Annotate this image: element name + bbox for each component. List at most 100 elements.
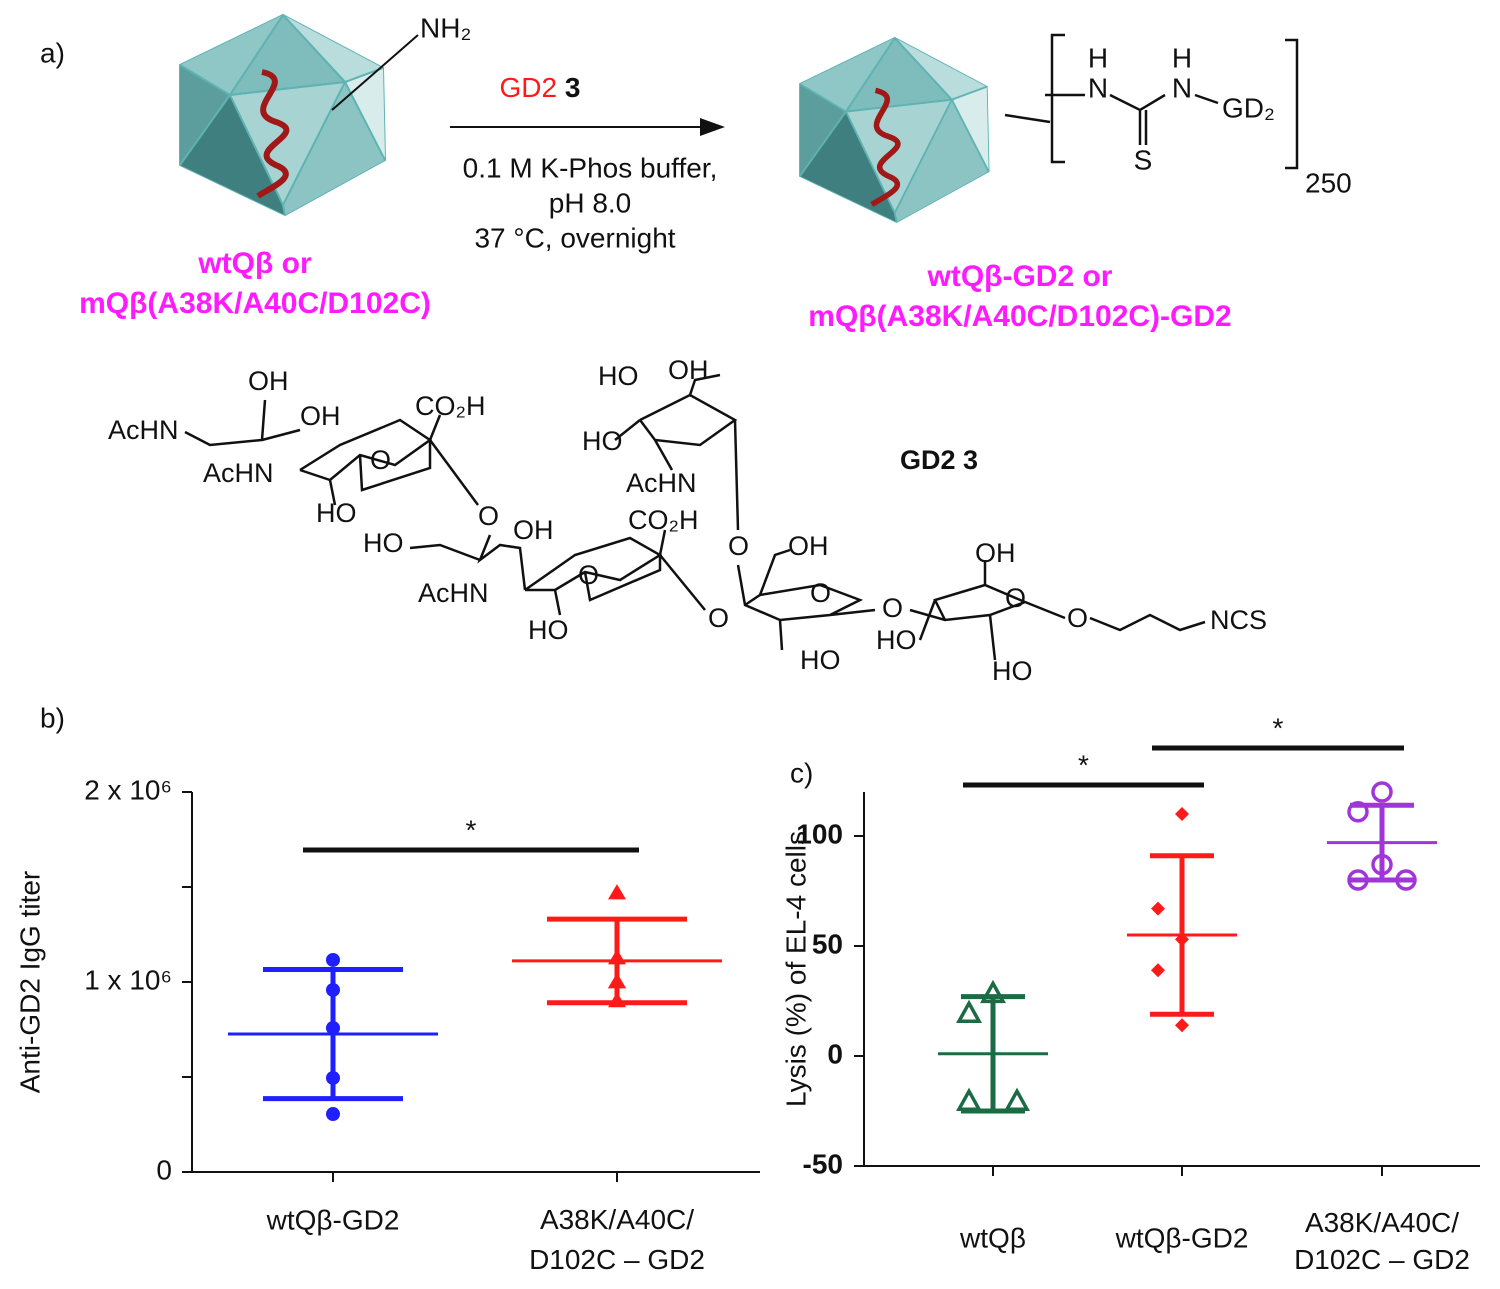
significance-label: * (1273, 712, 1284, 743)
y-tick-label: 100 (796, 818, 843, 849)
compound-number: 3 (963, 445, 978, 475)
data-point (326, 1107, 340, 1122)
linker-bonds (1004, 33, 1299, 170)
y-tick-label: 0 (827, 1038, 843, 1069)
data-point (1175, 807, 1189, 821)
start-label: mQβ(A38K/A40C/D102C) (79, 287, 431, 320)
arrow-head (700, 118, 725, 136)
atom-label: O (370, 445, 391, 475)
panel-label: c) (790, 757, 813, 788)
data-point (1151, 963, 1165, 978)
atom-label: HO (992, 656, 1033, 686)
atom-label: HO (582, 426, 623, 456)
linker-h: H (1172, 42, 1192, 73)
data-point (1347, 869, 1369, 891)
x-tick-label: wtQβ (959, 1222, 1026, 1253)
data-point (326, 1020, 340, 1035)
data-point (1371, 853, 1393, 876)
atom-label: O (578, 560, 599, 590)
x-tick-line: D102C – GD2 (1294, 1244, 1470, 1275)
compound-label: GD2 3 (900, 445, 978, 475)
data-point (956, 999, 982, 1023)
atom-label: AcHN (108, 415, 179, 445)
x-tick-label: A38K/A40C/D102C – GD2 (529, 1204, 705, 1275)
y-tick-label: 2 x 10⁶ (84, 774, 172, 805)
data-point (1347, 801, 1369, 823)
atom-label: OH (975, 538, 1016, 568)
atom-label: OH (248, 366, 289, 396)
x-tick-label: wtQβ-GD2 (1115, 1222, 1249, 1253)
linker-n: N (1088, 72, 1108, 103)
linker-count: 250 (1305, 167, 1352, 198)
capsid-icon (800, 38, 989, 222)
panel-label: b) (40, 702, 65, 733)
data-point (608, 992, 626, 1008)
atom-label: OH (513, 515, 554, 545)
y-axis-label: Lysis (%) of EL-4 cells (780, 831, 811, 1107)
atom-label: OH (300, 401, 341, 431)
atom-label: O (810, 578, 831, 608)
linker-n: N (1172, 72, 1192, 103)
data-point (980, 979, 1006, 1004)
atom-label: OH (668, 355, 709, 385)
significance-label: * (466, 814, 477, 845)
capsid-icon (180, 15, 385, 215)
y-axis-label: Anti-GD2 IgG titer (14, 871, 45, 1094)
data-point (956, 1087, 982, 1111)
atom-label: HO (363, 528, 404, 558)
atom-label: AcHN (203, 458, 274, 488)
linker-s: S (1134, 144, 1153, 175)
atom-label: O (1005, 583, 1026, 613)
data-point (326, 982, 340, 997)
condition: 37 °C, overnight (474, 222, 675, 253)
atom-label: HO (876, 625, 917, 655)
amine: NH₂ (420, 12, 471, 43)
data-point (608, 973, 626, 989)
atom-label: HO (528, 615, 569, 645)
data-point (608, 884, 626, 900)
atom-label: O (728, 531, 749, 561)
data-point (326, 952, 340, 967)
compound-name: GD2 (900, 445, 956, 475)
significance-label: * (1078, 749, 1089, 780)
y-tick-label: -50 (803, 1148, 843, 1179)
x-tick-line: A38K/A40C/ (1305, 1207, 1459, 1238)
reagent: GD2 3 (500, 72, 581, 103)
linker-h: H (1088, 42, 1108, 73)
panel-label: a) (40, 37, 65, 68)
atom-label: CO₂H (628, 505, 698, 535)
y-tick-label: 1 x 10⁶ (84, 964, 172, 995)
start-label: wtQβ or (197, 247, 312, 280)
atom-label: O (708, 603, 729, 633)
atom-label: O (882, 593, 903, 623)
data-point (1151, 901, 1165, 916)
data-point (326, 1070, 340, 1085)
condition: 0.1 M K-Phos buffer, (463, 152, 718, 183)
data-point (1175, 1018, 1189, 1033)
atom-label: O (478, 501, 499, 531)
atom-label: AcHN (418, 578, 489, 608)
atom-label: O (1067, 603, 1088, 633)
product-label: wtQβ-GD2 or (927, 260, 1113, 293)
y-tick-label: 50 (812, 928, 843, 959)
amine-bond (331, 34, 419, 111)
x-tick-line: A38K/A40C/ (540, 1204, 694, 1235)
reagent-name: GD2 (500, 72, 558, 103)
linker-gd: GD₂ (1222, 92, 1275, 123)
x-tick-line: D102C – GD2 (529, 1244, 705, 1275)
structure-bonds (184, 373, 1206, 661)
product-label: mQβ(A38K/A40C/D102C)-GD2 (808, 300, 1231, 333)
data-point (1395, 869, 1417, 891)
atom-label: AcHN (626, 468, 697, 498)
x-tick-label: wtQβ-GD2 (266, 1204, 400, 1235)
atom-label: HO (800, 645, 841, 675)
reagent-number: 3 (565, 72, 581, 103)
data-point (1004, 1087, 1030, 1111)
condition: pH 8.0 (549, 187, 632, 218)
data-point (608, 949, 626, 965)
atom-label: OH (788, 531, 829, 561)
atom-label: HO (316, 498, 357, 528)
x-tick-label: A38K/A40C/D102C – GD2 (1294, 1207, 1470, 1275)
atom-label: HO (598, 361, 639, 391)
